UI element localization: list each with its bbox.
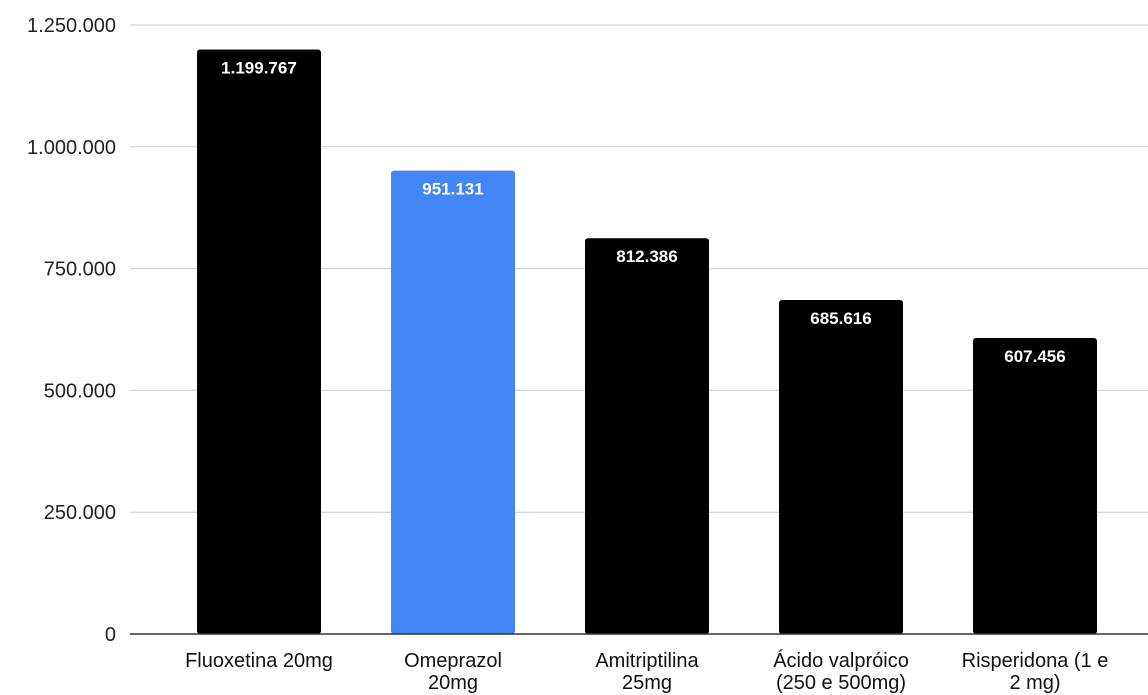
y-tick-label: 0 [105,624,116,646]
x-category-label: Fluoxetina 20mg [185,650,333,672]
bar-data-labels: 1.199.767 951.131 812.386 685.616 607.456 [221,58,1066,366]
x-category-label: Amitriptilina 25mg [595,650,699,694]
x-category-label: Ácido valpróico (250 e 500mg) [773,649,909,694]
y-axis-tick-labels: 0 250.000 500.000 750.000 1.000.000 1.250.000 [27,15,116,646]
bar [197,49,321,635]
y-tick-label: 750.000 [44,259,116,281]
y-tick-label: 1.000.000 [27,137,116,159]
x-category-label-line: 2 mg) [1009,672,1060,694]
bar-value-label: 951.131 [422,180,483,199]
bar [585,238,709,634]
bars [197,49,1097,635]
bar-value-label: 1.199.767 [221,58,297,77]
bar-value-label: 812.386 [616,247,677,266]
bar [391,170,515,634]
bar-value-label: 607.456 [1004,347,1065,366]
x-category-label-line: 25mg [622,672,672,694]
x-category-label-line: 20mg [428,672,478,694]
x-category-label-line: Amitriptilina [595,650,699,672]
bar [973,338,1097,634]
x-category-label-line: (250 e 500mg) [776,672,906,694]
y-tick-label: 500.000 [44,380,116,402]
x-category-label-line: Fluoxetina 20mg [185,650,333,672]
x-category-label: Omeprazol 20mg [404,650,502,694]
x-axis-category-labels: Fluoxetina 20mg Omeprazol 20mg Amitriptilin… [185,649,1108,694]
bar [779,299,903,634]
bar-value-label: 685.616 [810,309,871,328]
y-tick-label: 250.000 [44,502,116,524]
x-category-label-line: Ácido valpróico [773,649,909,672]
y-tick-label: 1.250.000 [27,15,116,37]
x-category-label-line: Risperidona (1 e [962,650,1109,672]
x-category-label-line: Omeprazol [404,650,502,672]
